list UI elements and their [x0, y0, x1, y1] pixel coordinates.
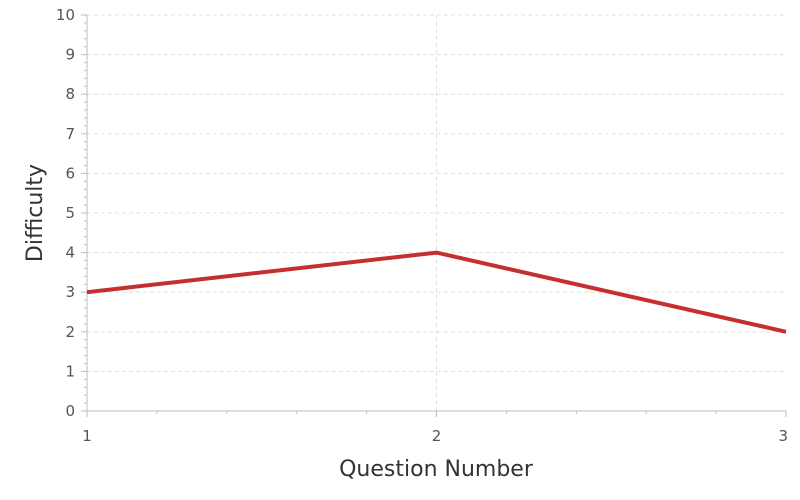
grid — [87, 14, 786, 411]
y-tick-label: 5 — [65, 204, 75, 222]
y-tick-label: 0 — [65, 402, 75, 420]
y-tick-label: 1 — [65, 362, 75, 380]
y-tick-label: 8 — [65, 85, 75, 103]
y-tick-label: 10 — [56, 6, 75, 24]
x-tick-label: 2 — [432, 427, 442, 445]
x-axis-title: Question Number — [339, 457, 534, 482]
y-tick-label: 6 — [65, 164, 75, 182]
x-axis-ticks: 1 2 3 — [82, 411, 788, 445]
minor-ticks — [84, 22, 717, 414]
series-layer — [86, 250, 787, 334]
series-line — [86, 250, 787, 334]
x-tick-label: 3 — [778, 427, 788, 445]
y-tick-label: 9 — [65, 46, 75, 64]
y-tick-label: 2 — [65, 323, 75, 341]
y-axis-ticks: 0 1 2 3 4 5 6 7 8 9 10 — [56, 6, 87, 420]
y-tick-label: 7 — [65, 125, 75, 143]
x-tick-label: 1 — [82, 427, 92, 445]
y-axis-title: Difficulty — [23, 164, 48, 262]
y-tick-label: 3 — [65, 283, 75, 301]
y-tick-label: 4 — [65, 244, 75, 262]
